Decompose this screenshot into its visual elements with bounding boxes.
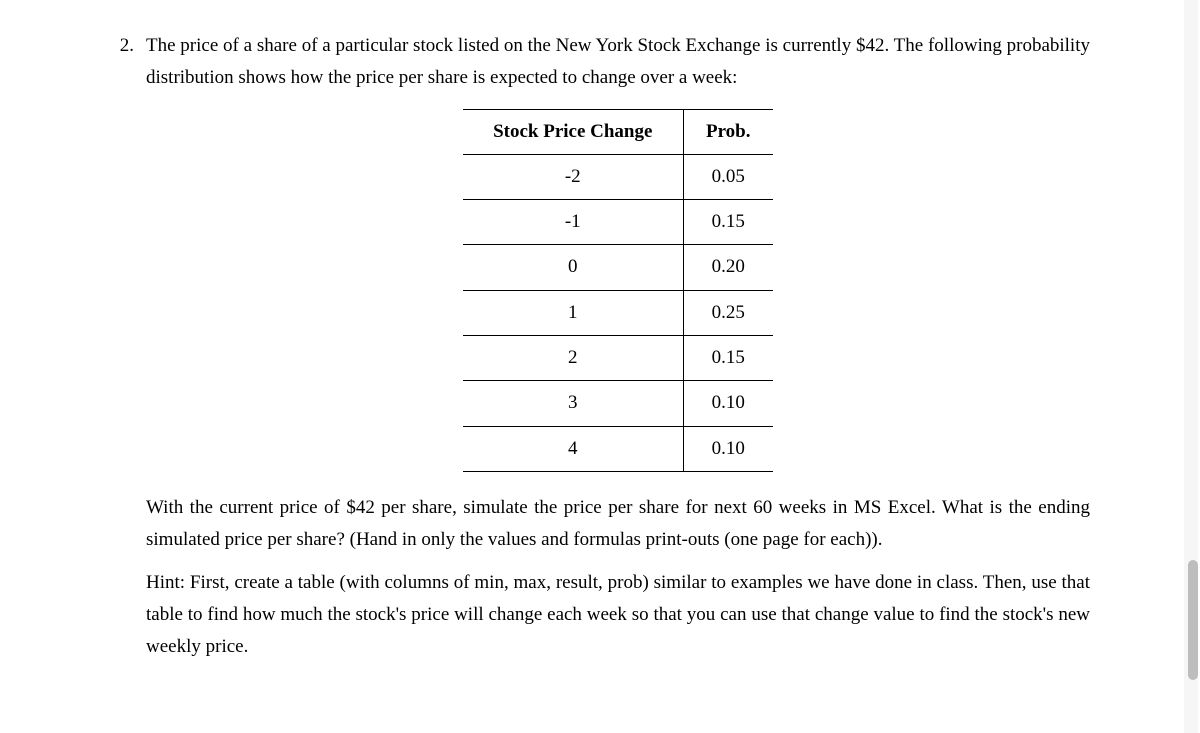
problem-container: 2. The price of a share of a particular … (110, 30, 1090, 673)
cell-prob: 0.20 (683, 245, 773, 290)
cell-price-change: -1 (463, 200, 683, 245)
cell-prob: 0.05 (683, 154, 773, 199)
header-price-change: Stock Price Change (463, 109, 683, 154)
cell-prob: 0.15 (683, 200, 773, 245)
cell-prob: 0.25 (683, 290, 773, 335)
cell-price-change: -2 (463, 154, 683, 199)
scrollbar-thumb[interactable] (1188, 560, 1198, 680)
table-row: 0 0.20 (463, 245, 773, 290)
probability-table: Stock Price Change Prob. -2 0.05 -1 0.15… (463, 109, 773, 472)
table-row: 4 0.10 (463, 426, 773, 471)
cell-price-change: 4 (463, 426, 683, 471)
problem-number: 2. (110, 30, 134, 673)
table-row: 2 0.15 (463, 336, 773, 381)
cell-prob: 0.15 (683, 336, 773, 381)
table-header-row: Stock Price Change Prob. (463, 109, 773, 154)
table-row: 3 0.10 (463, 381, 773, 426)
hint-paragraph: Hint: First, create a table (with column… (146, 567, 1090, 664)
cell-prob: 0.10 (683, 381, 773, 426)
question-paragraph: With the current price of $42 per share,… (146, 492, 1090, 557)
cell-price-change: 3 (463, 381, 683, 426)
cell-price-change: 2 (463, 336, 683, 381)
intro-paragraph: The price of a share of a particular sto… (146, 30, 1090, 95)
problem-body: The price of a share of a particular sto… (146, 30, 1090, 673)
cell-price-change: 0 (463, 245, 683, 290)
table-row: -2 0.05 (463, 154, 773, 199)
table-row: -1 0.15 (463, 200, 773, 245)
header-prob: Prob. (683, 109, 773, 154)
probability-table-wrap: Stock Price Change Prob. -2 0.05 -1 0.15… (146, 109, 1090, 472)
cell-price-change: 1 (463, 290, 683, 335)
cell-prob: 0.10 (683, 426, 773, 471)
table-row: 1 0.25 (463, 290, 773, 335)
